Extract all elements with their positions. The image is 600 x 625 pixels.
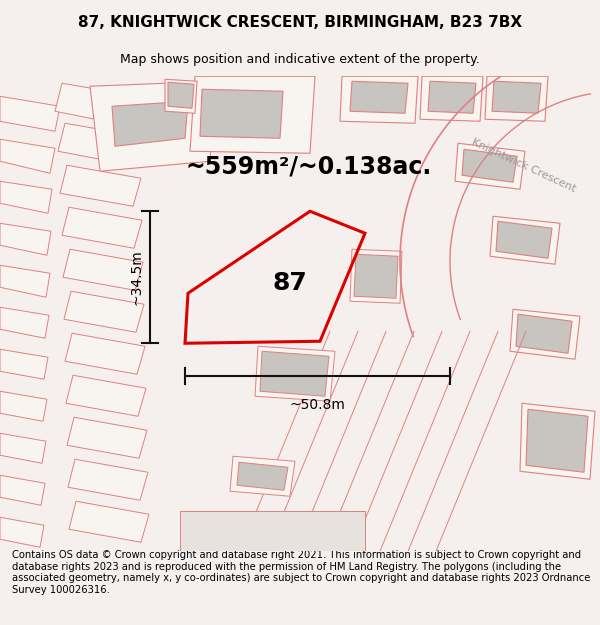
- Polygon shape: [0, 308, 49, 338]
- Polygon shape: [0, 139, 55, 173]
- Polygon shape: [526, 409, 588, 472]
- Polygon shape: [69, 501, 149, 542]
- Text: 87, KNIGHTWICK CRESCENT, BIRMINGHAM, B23 7BX: 87, KNIGHTWICK CRESCENT, BIRMINGHAM, B23…: [78, 15, 522, 30]
- Polygon shape: [510, 309, 580, 359]
- Polygon shape: [66, 375, 146, 416]
- Polygon shape: [58, 123, 140, 165]
- Polygon shape: [428, 81, 476, 113]
- Polygon shape: [180, 511, 365, 551]
- Text: Knightwick Crescent: Knightwick Crescent: [470, 137, 577, 194]
- Polygon shape: [64, 291, 144, 332]
- Text: Map shows position and indicative extent of the property.: Map shows position and indicative extent…: [120, 53, 480, 66]
- Polygon shape: [0, 475, 45, 505]
- Polygon shape: [462, 149, 517, 182]
- Polygon shape: [0, 349, 48, 379]
- Text: ~559m²/~0.138ac.: ~559m²/~0.138ac.: [185, 154, 431, 178]
- Text: 87: 87: [272, 271, 307, 295]
- Polygon shape: [420, 76, 483, 121]
- Polygon shape: [200, 89, 283, 138]
- Polygon shape: [0, 391, 47, 421]
- Polygon shape: [112, 101, 188, 146]
- Polygon shape: [350, 81, 408, 113]
- Polygon shape: [490, 216, 560, 264]
- Polygon shape: [68, 459, 148, 500]
- Polygon shape: [63, 249, 143, 290]
- Text: ~34.5m: ~34.5m: [129, 249, 143, 305]
- Polygon shape: [0, 96, 60, 131]
- Polygon shape: [255, 346, 335, 401]
- Text: Contains OS data © Crown copyright and database right 2021. This information is : Contains OS data © Crown copyright and d…: [12, 550, 590, 595]
- Polygon shape: [496, 221, 552, 258]
- Polygon shape: [237, 462, 288, 490]
- Text: ~50.8m: ~50.8m: [290, 398, 346, 412]
- Polygon shape: [190, 76, 315, 153]
- Polygon shape: [65, 333, 145, 374]
- Polygon shape: [492, 81, 541, 113]
- Polygon shape: [55, 83, 138, 126]
- Polygon shape: [350, 249, 402, 303]
- Polygon shape: [260, 351, 329, 396]
- Polygon shape: [455, 143, 525, 189]
- Polygon shape: [485, 76, 548, 121]
- Polygon shape: [0, 181, 52, 213]
- Polygon shape: [0, 265, 50, 298]
- Polygon shape: [168, 82, 194, 108]
- Polygon shape: [516, 314, 572, 353]
- Polygon shape: [165, 79, 197, 113]
- Polygon shape: [520, 403, 595, 479]
- Polygon shape: [62, 208, 142, 248]
- Polygon shape: [0, 223, 51, 255]
- Polygon shape: [354, 254, 398, 298]
- Polygon shape: [90, 81, 215, 171]
- Polygon shape: [0, 433, 46, 463]
- Polygon shape: [340, 76, 418, 123]
- Polygon shape: [67, 418, 147, 458]
- Polygon shape: [230, 456, 295, 496]
- Polygon shape: [0, 518, 44, 548]
- Polygon shape: [60, 165, 141, 206]
